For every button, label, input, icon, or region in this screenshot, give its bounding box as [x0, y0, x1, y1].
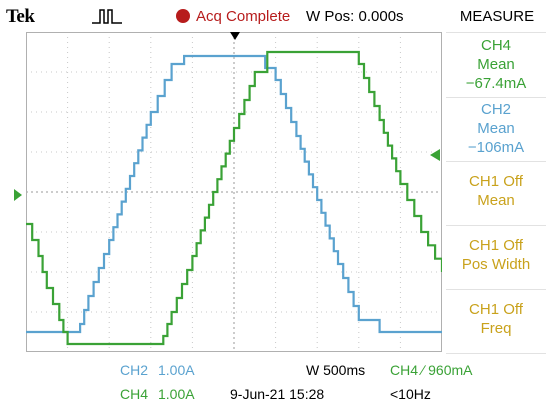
menu-title: MEASURE	[459, 8, 535, 25]
channel-ground-marker-icon	[14, 189, 22, 201]
measure-ch1-off-mean[interactable]: CH1 Off Mean	[446, 161, 546, 226]
ch2-scale: 1.00A	[158, 362, 195, 378]
acquisition-status-icon	[176, 9, 190, 23]
trigger-setting: CH4 ∕ 960mA	[390, 362, 473, 378]
measure-type: Pos Width	[461, 256, 531, 273]
readout-bar: CH2 1.00A CH4 1.00A W 500ms CH4 ∕ 960mA …	[0, 352, 550, 418]
status-bar: Tek Acq Complete W Pos: 0.000s MEASURE	[0, 0, 550, 32]
measure-ch2-mean[interactable]: CH2 Mean −106mA	[446, 97, 546, 162]
trace-ch4	[26, 50, 442, 346]
ch4-scale: 1.00A	[158, 386, 195, 402]
trace-ch2	[26, 54, 442, 334]
measure-label: CH4	[480, 37, 511, 54]
waveform-traces	[26, 50, 442, 346]
brand-logo: Tek	[6, 6, 35, 27]
waveform-display	[26, 32, 442, 352]
measure-label: CH1 Off	[469, 173, 523, 190]
date-time: 9-Jun-21 15:28	[230, 386, 325, 402]
measure-type: Mean	[477, 56, 515, 73]
timebase: W 500ms	[306, 362, 366, 378]
measure-label: CH1 Off	[469, 237, 523, 254]
measure-ch1-off-pos-width[interactable]: CH1 Off Pos Width	[446, 225, 546, 290]
waveform-position: W Pos: 0.000s	[306, 8, 404, 25]
measure-ch1-off-freq[interactable]: CH1 Off Freq	[446, 289, 546, 354]
measure-type: Mean	[477, 192, 515, 209]
trigger-level-icon	[430, 149, 440, 161]
ch4-name: CH4	[120, 386, 149, 402]
measure-value: −106mA	[467, 139, 525, 156]
measure-ch4-mean[interactable]: CH4 Mean −67.4mA	[446, 32, 546, 98]
measure-panel: CH4 Mean −67.4mA CH2 Mean −106mA CH1 Off…	[446, 32, 550, 354]
measure-label: CH1 Off	[469, 301, 523, 318]
trigger-frequency: <10Hz	[390, 386, 431, 402]
measure-value: −67.4mA	[465, 75, 527, 92]
measure-type: Mean	[477, 120, 515, 137]
trigger-pulse-icon	[92, 9, 122, 24]
measure-type: Freq	[480, 320, 512, 337]
acquisition-status: Acq Complete	[196, 8, 291, 25]
trigger-position-icon	[230, 32, 240, 40]
measure-label: CH2	[480, 101, 511, 118]
ch2-name: CH2	[120, 362, 149, 378]
